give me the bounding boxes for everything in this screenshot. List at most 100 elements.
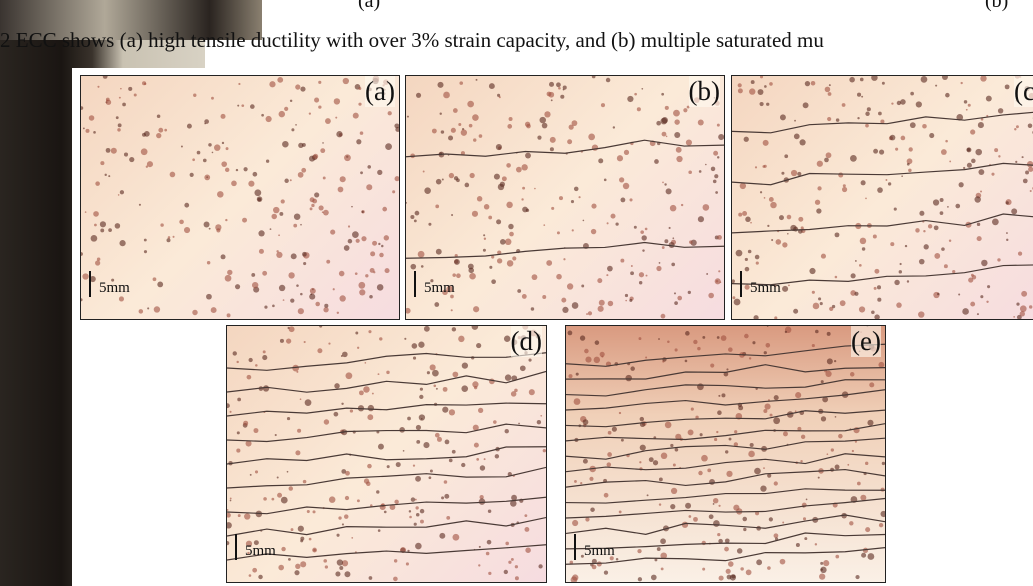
pore <box>920 76 928 83</box>
pore <box>274 433 277 437</box>
pore <box>108 228 112 232</box>
pore <box>1004 84 1010 90</box>
pore <box>300 561 307 568</box>
crack <box>227 544 546 561</box>
pore <box>923 244 929 250</box>
pore <box>805 498 808 501</box>
pore <box>444 439 450 445</box>
pore <box>980 76 987 82</box>
pore <box>710 166 716 172</box>
pore <box>629 198 633 202</box>
pore <box>728 347 733 352</box>
pore <box>941 76 948 80</box>
pore <box>521 198 524 201</box>
pore <box>906 162 910 166</box>
pore <box>753 315 759 319</box>
pore <box>249 473 252 476</box>
pore <box>424 187 431 194</box>
pore <box>795 392 802 399</box>
pore <box>108 175 111 178</box>
pore <box>664 105 669 110</box>
pore <box>300 223 302 226</box>
pore <box>640 230 644 234</box>
pore <box>769 413 773 417</box>
pore <box>672 237 675 240</box>
pore <box>342 351 348 358</box>
pore <box>278 564 285 571</box>
pore <box>588 133 596 141</box>
pore <box>402 449 405 452</box>
pore <box>698 470 703 476</box>
pore <box>436 436 442 442</box>
pore <box>804 80 811 87</box>
pore <box>272 304 275 308</box>
pore <box>798 216 804 222</box>
pore <box>991 172 995 176</box>
pore <box>345 470 350 476</box>
pore <box>389 504 396 510</box>
pore <box>980 190 983 193</box>
pore <box>510 391 517 397</box>
pore <box>935 84 938 87</box>
pore <box>834 275 838 279</box>
pore <box>827 116 832 122</box>
crack <box>227 466 546 489</box>
pore <box>456 273 461 279</box>
pore <box>851 449 855 453</box>
pore <box>980 295 984 299</box>
pore <box>227 269 233 276</box>
pore <box>997 258 1001 262</box>
pore <box>779 114 786 121</box>
pore <box>567 139 573 145</box>
pore <box>414 498 417 501</box>
pore <box>476 457 480 461</box>
pore <box>729 574 737 581</box>
pore <box>160 223 164 227</box>
pore <box>261 113 264 117</box>
pore <box>385 143 392 151</box>
crack <box>732 213 1033 234</box>
pore <box>549 136 556 143</box>
pore <box>179 219 184 225</box>
pore <box>288 557 291 561</box>
pore <box>683 108 688 113</box>
pore <box>279 211 284 216</box>
pore <box>919 210 925 216</box>
pore <box>716 430 719 434</box>
pore <box>278 284 286 292</box>
pore <box>405 562 409 566</box>
pore <box>338 516 342 520</box>
pore <box>667 340 670 344</box>
pore <box>303 261 307 266</box>
pore <box>394 499 399 505</box>
pore <box>1021 290 1028 297</box>
pore <box>522 186 526 190</box>
pore <box>166 238 171 243</box>
pore <box>454 253 458 258</box>
pore <box>603 178 607 182</box>
pore <box>88 115 95 121</box>
pore <box>665 188 672 195</box>
pore <box>254 470 259 474</box>
pore <box>674 301 678 305</box>
pore <box>448 458 453 463</box>
pore <box>932 199 940 206</box>
pore <box>750 80 755 84</box>
pore <box>412 356 417 360</box>
pore <box>531 274 538 281</box>
pore <box>830 448 834 452</box>
pore <box>580 554 584 558</box>
pore <box>582 458 588 464</box>
pore <box>434 432 440 438</box>
pore <box>945 139 948 143</box>
panel-label: (e) <box>851 326 881 357</box>
pore <box>411 343 418 349</box>
pore <box>383 510 387 514</box>
pore <box>861 247 866 251</box>
pore <box>100 161 105 166</box>
pore <box>143 82 147 86</box>
pore <box>368 330 372 334</box>
pore <box>232 351 237 356</box>
pore <box>794 119 796 122</box>
top-label: (a) <box>358 0 381 12</box>
